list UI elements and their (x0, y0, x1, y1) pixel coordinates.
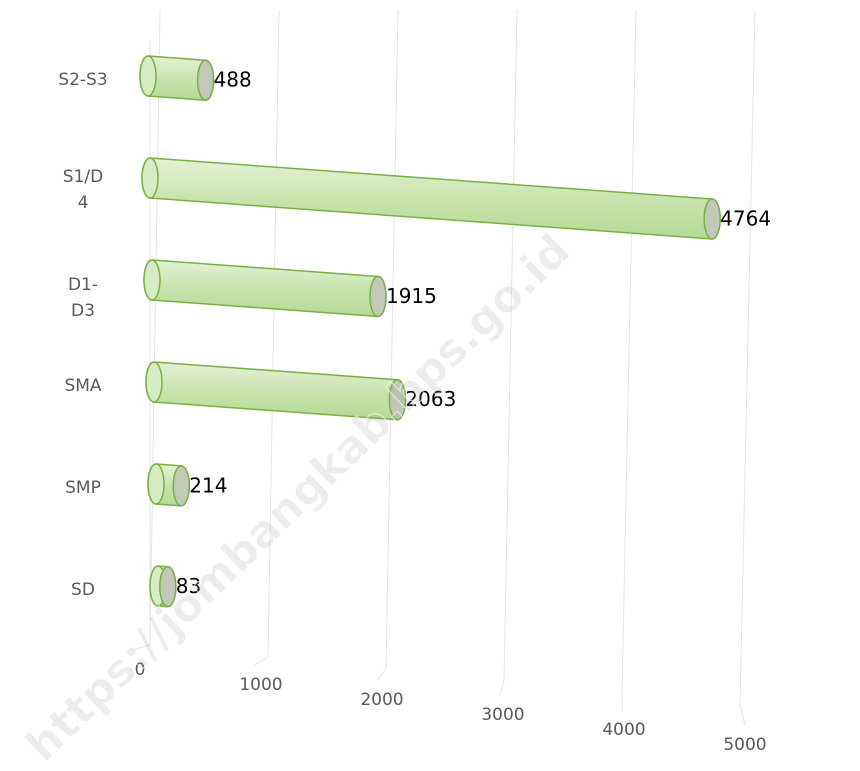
category-label: SMA (64, 376, 102, 396)
data-label: 214 (189, 473, 227, 497)
grid-line (385, 9, 399, 670)
category-label: S1/D 4 (62, 167, 104, 213)
grid-line (503, 9, 518, 682)
category-label: SD (71, 580, 95, 600)
bar-cap (143, 259, 161, 301)
bar-end (172, 465, 191, 507)
grid-line (621, 9, 637, 694)
grid-line (267, 9, 280, 658)
bar-cap (141, 157, 159, 199)
x-tick-label: 1000 (239, 675, 282, 695)
category-label: SMP (65, 478, 101, 498)
data-label: 1915 (386, 284, 437, 308)
bar-cap (139, 55, 157, 97)
data-label: 4764 (720, 206, 771, 230)
grid-line (376, 668, 387, 681)
data-label: 488 (214, 68, 252, 92)
grid-line (739, 9, 756, 706)
bar-end (369, 275, 387, 318)
bar-end (703, 198, 721, 240)
grid-line (149, 9, 161, 646)
bar-end (196, 59, 215, 101)
category-label: D1- D3 (67, 275, 99, 321)
bar-cap (145, 361, 163, 403)
data-label: 2063 (405, 387, 456, 411)
bar-cap (147, 463, 165, 505)
bar (141, 157, 721, 240)
bar-end (159, 565, 177, 608)
data-label: 83 (176, 574, 201, 598)
x-tick-label: 2000 (360, 690, 403, 710)
x-tick-label: 5000 (723, 735, 766, 755)
grid-line (254, 656, 269, 666)
grid-line (739, 704, 746, 726)
x-tick-label: 3000 (481, 705, 524, 725)
bar-end (388, 378, 407, 421)
x-tick-label: 4000 (602, 720, 645, 740)
x-tick-label: 0 (135, 660, 146, 680)
bar (143, 259, 387, 318)
grid-line (131, 644, 151, 651)
grid-line (499, 680, 505, 696)
category-label: S2-S3 (58, 70, 108, 90)
